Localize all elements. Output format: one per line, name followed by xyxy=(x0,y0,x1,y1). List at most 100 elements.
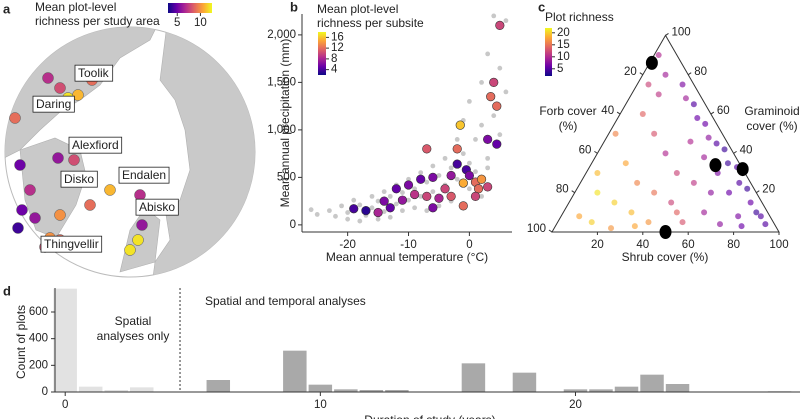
bar xyxy=(461,363,486,392)
background-point xyxy=(406,197,411,203)
subsite-point xyxy=(434,193,444,203)
subsite-point xyxy=(464,170,474,181)
graminoid-axis-label: cover (%) xyxy=(746,119,797,133)
forb-tick-label: 100 xyxy=(527,223,546,235)
background-point xyxy=(466,186,472,192)
background-point xyxy=(485,155,491,161)
background-point xyxy=(381,209,387,214)
subsite-point xyxy=(410,189,420,200)
colorbar-tick-label: 16 xyxy=(331,31,344,43)
plot-point xyxy=(694,114,701,121)
shrub-tick-label: 20 xyxy=(591,239,604,251)
site-marker xyxy=(68,154,80,166)
subsite-point xyxy=(403,180,414,190)
background-point xyxy=(485,165,491,171)
plot-point xyxy=(588,219,595,226)
subsite-point xyxy=(446,191,456,201)
plot-point xyxy=(701,154,708,161)
subsite-point xyxy=(422,191,432,201)
y-tick-label: 2,000 xyxy=(267,29,296,41)
colorbar-tick-label: 10 xyxy=(557,51,570,63)
graminoid-tick-label: 100 xyxy=(672,26,691,38)
site-marker xyxy=(84,199,96,211)
colorbar-tick-label: 4 xyxy=(331,64,338,76)
site-label-box xyxy=(40,235,103,253)
colorbar-tick-label: 5 xyxy=(174,17,180,29)
subsite-point xyxy=(440,184,450,194)
y-axis-label: Mean annual precipitation (mm) xyxy=(278,39,292,208)
panel-letter: a xyxy=(3,1,11,16)
subsite-point xyxy=(483,134,493,144)
plot-point xyxy=(687,138,694,145)
site-marker xyxy=(104,184,116,196)
background-point xyxy=(333,213,338,219)
graminoid-tick xyxy=(687,72,692,76)
bar xyxy=(512,372,537,392)
y-tick-label: 400 xyxy=(29,333,48,345)
bar xyxy=(665,384,690,392)
graminoid-tick-label: 80 xyxy=(694,66,707,78)
legend-title: Mean plot-level xyxy=(317,2,398,16)
site-marker xyxy=(12,222,24,234)
plot-point xyxy=(679,219,686,226)
background-point xyxy=(466,98,472,104)
background-point xyxy=(345,216,351,222)
site-marker xyxy=(54,82,66,94)
background-point xyxy=(491,113,497,119)
plot-point xyxy=(608,225,615,232)
plot-point xyxy=(762,221,769,228)
background-point xyxy=(424,179,430,185)
bar xyxy=(614,386,639,392)
mean-point xyxy=(659,225,672,239)
colorbar xyxy=(545,28,552,76)
site-label: Alexfiord xyxy=(72,138,119,152)
subsite-point xyxy=(361,206,371,216)
background-point xyxy=(400,208,405,214)
background-point xyxy=(497,132,503,138)
y-tick-label: 0 xyxy=(290,219,296,231)
subsite-point xyxy=(428,172,438,182)
plot-point xyxy=(679,81,686,88)
subsite-point xyxy=(470,191,481,201)
plot-point xyxy=(611,199,618,206)
shrub-tick-label: 80 xyxy=(727,239,740,251)
background-point xyxy=(503,89,509,95)
bar xyxy=(283,350,307,392)
background-point xyxy=(430,163,436,169)
plot-point xyxy=(721,146,728,153)
background-point xyxy=(326,208,332,214)
background-point xyxy=(393,201,399,207)
panel-letter: b xyxy=(290,0,298,14)
site-marker xyxy=(16,204,28,216)
forb-tick xyxy=(548,229,553,233)
bar xyxy=(206,380,231,392)
plot-point xyxy=(634,179,641,186)
y-tick-label: 1,000 xyxy=(267,124,296,136)
plot-point xyxy=(701,209,708,216)
background-point xyxy=(466,160,472,166)
plot-point xyxy=(668,199,675,206)
bar xyxy=(563,389,588,392)
x-axis-label: Duration of study (years) xyxy=(364,413,495,419)
background-point xyxy=(497,65,503,71)
colorbar xyxy=(168,3,212,13)
subsite-point xyxy=(385,203,395,213)
x-tick-label: 0 xyxy=(62,399,68,411)
ternary-frame xyxy=(551,34,780,233)
y-tick-label: 200 xyxy=(29,359,48,371)
bar xyxy=(385,390,409,392)
site-label-box xyxy=(135,198,179,216)
colorbar-tick-label: 5 xyxy=(557,63,563,75)
background-point xyxy=(460,151,466,157)
site-label-box xyxy=(118,166,170,184)
background-point xyxy=(503,18,509,24)
graminoid-axis-label: Graminoid xyxy=(744,104,799,118)
site-marker xyxy=(9,112,21,124)
bar xyxy=(53,288,77,392)
y-tick-label: 600 xyxy=(29,306,48,318)
site-marker xyxy=(14,159,26,171)
background-point xyxy=(412,186,418,192)
graminoid-tick-label: 20 xyxy=(762,184,775,196)
subsite-point xyxy=(452,159,462,169)
background-point xyxy=(418,170,424,176)
